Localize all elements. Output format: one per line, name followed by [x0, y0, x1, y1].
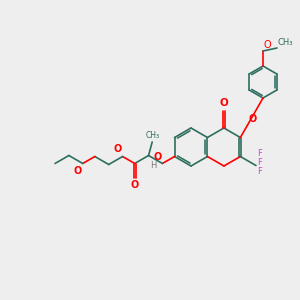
Text: O: O — [153, 152, 161, 161]
Text: F: F — [257, 148, 262, 158]
Text: O: O — [130, 179, 139, 190]
Text: O: O — [113, 145, 122, 154]
Text: O: O — [74, 166, 82, 176]
Text: F: F — [257, 167, 262, 176]
Text: O: O — [248, 114, 256, 124]
Text: F: F — [257, 158, 262, 167]
Text: O: O — [220, 98, 228, 109]
Text: O: O — [264, 40, 272, 50]
Text: CH₃: CH₃ — [145, 131, 159, 140]
Text: H: H — [151, 160, 157, 169]
Text: CH₃: CH₃ — [278, 38, 293, 47]
